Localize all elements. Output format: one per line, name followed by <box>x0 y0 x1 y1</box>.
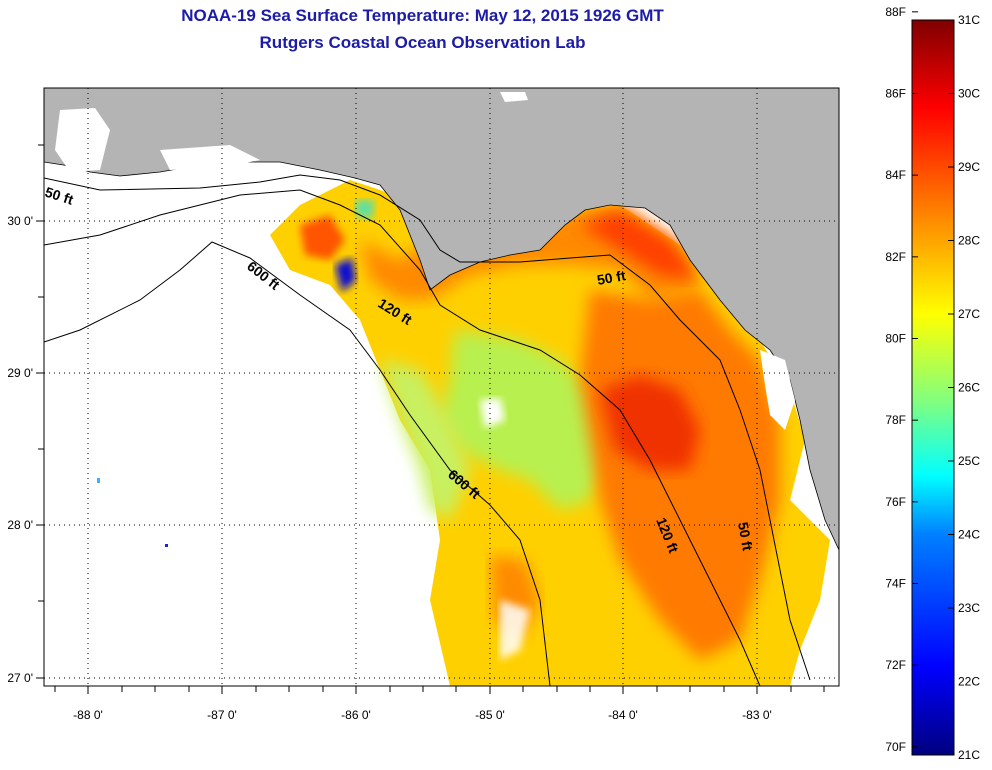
lon-tick-label: -84 0' <box>608 708 638 722</box>
lon-tick-label: -87 0' <box>207 708 237 722</box>
colorbar-celsius-label: 31C <box>958 13 980 27</box>
colorbar-celsius-label: 22C <box>958 675 980 689</box>
colorbar-ticks <box>912 11 954 756</box>
colorbar-fahrenheit-label: 70F <box>885 740 906 754</box>
lat-tick-label: 28 0' <box>7 518 33 532</box>
lat-tick-label: 30 0' <box>7 214 33 228</box>
lat-tick-label: 27 0' <box>7 671 33 685</box>
bay-area <box>160 145 260 170</box>
colorbar-celsius-label: 24C <box>958 528 980 542</box>
colorbar-celsius-label: 29C <box>958 160 980 174</box>
colorbar-fahrenheit-label: 82F <box>885 250 906 264</box>
colorbar-fahrenheit-label: 88F <box>885 5 906 19</box>
colorbar <box>911 19 955 756</box>
colorbar-celsius-labels: 31C 30C 29C 28C 27C 26C 25C 24C 23C 22C 21C <box>958 13 980 762</box>
map-frame <box>43 87 840 687</box>
colorbar-fahrenheit-label: 76F <box>885 495 906 509</box>
colorbar-celsius-label: 25C <box>958 454 980 468</box>
lon-tick-label: -86 0' <box>341 708 371 722</box>
colorbar-celsius-label: 26C <box>958 381 980 395</box>
map-subtitle: Rutgers Coastal Ocean Observation Lab <box>259 33 586 52</box>
contour-label: 50 ft <box>596 267 627 288</box>
colorbar-fahrenheit-label: 74F <box>885 577 906 591</box>
colorbar-celsius-label: 21C <box>958 748 980 762</box>
depth-contours <box>44 174 811 686</box>
colorbar-celsius-label: 23C <box>958 601 980 615</box>
lat-tick-label: 29 0' <box>7 366 33 380</box>
lon-tick-label: -85 0' <box>475 708 505 722</box>
lon-tick-label: -88 0' <box>73 708 103 722</box>
bay-area <box>760 350 795 430</box>
bay-area <box>55 108 110 172</box>
colorbar-fahrenheit-label: 72F <box>885 658 906 672</box>
colorbar-fahrenheit-label: 78F <box>885 413 906 427</box>
lake <box>500 92 528 102</box>
axis-ticks <box>36 144 825 694</box>
sst-data-field <box>97 180 830 686</box>
colorbar-celsius-label: 30C <box>958 87 980 101</box>
colorbar-fahrenheit-label: 84F <box>885 168 906 182</box>
contour-label: 50 ft <box>735 521 756 552</box>
colorbar-celsius-label: 28C <box>958 234 980 248</box>
colorbar-celsius-label: 27C <box>958 307 980 321</box>
colorbar-fahrenheit-label: 80F <box>885 332 906 346</box>
colorbar-fahrenheit-labels: 88F 86F 84F 82F 80F 78F 76F 74F 72F 70F <box>885 5 906 754</box>
colorbar-fahrenheit-label: 86F <box>885 87 906 101</box>
lon-tick-label: -83 0' <box>742 708 772 722</box>
map-title: NOAA-19 Sea Surface Temperature: May 12,… <box>181 6 664 25</box>
